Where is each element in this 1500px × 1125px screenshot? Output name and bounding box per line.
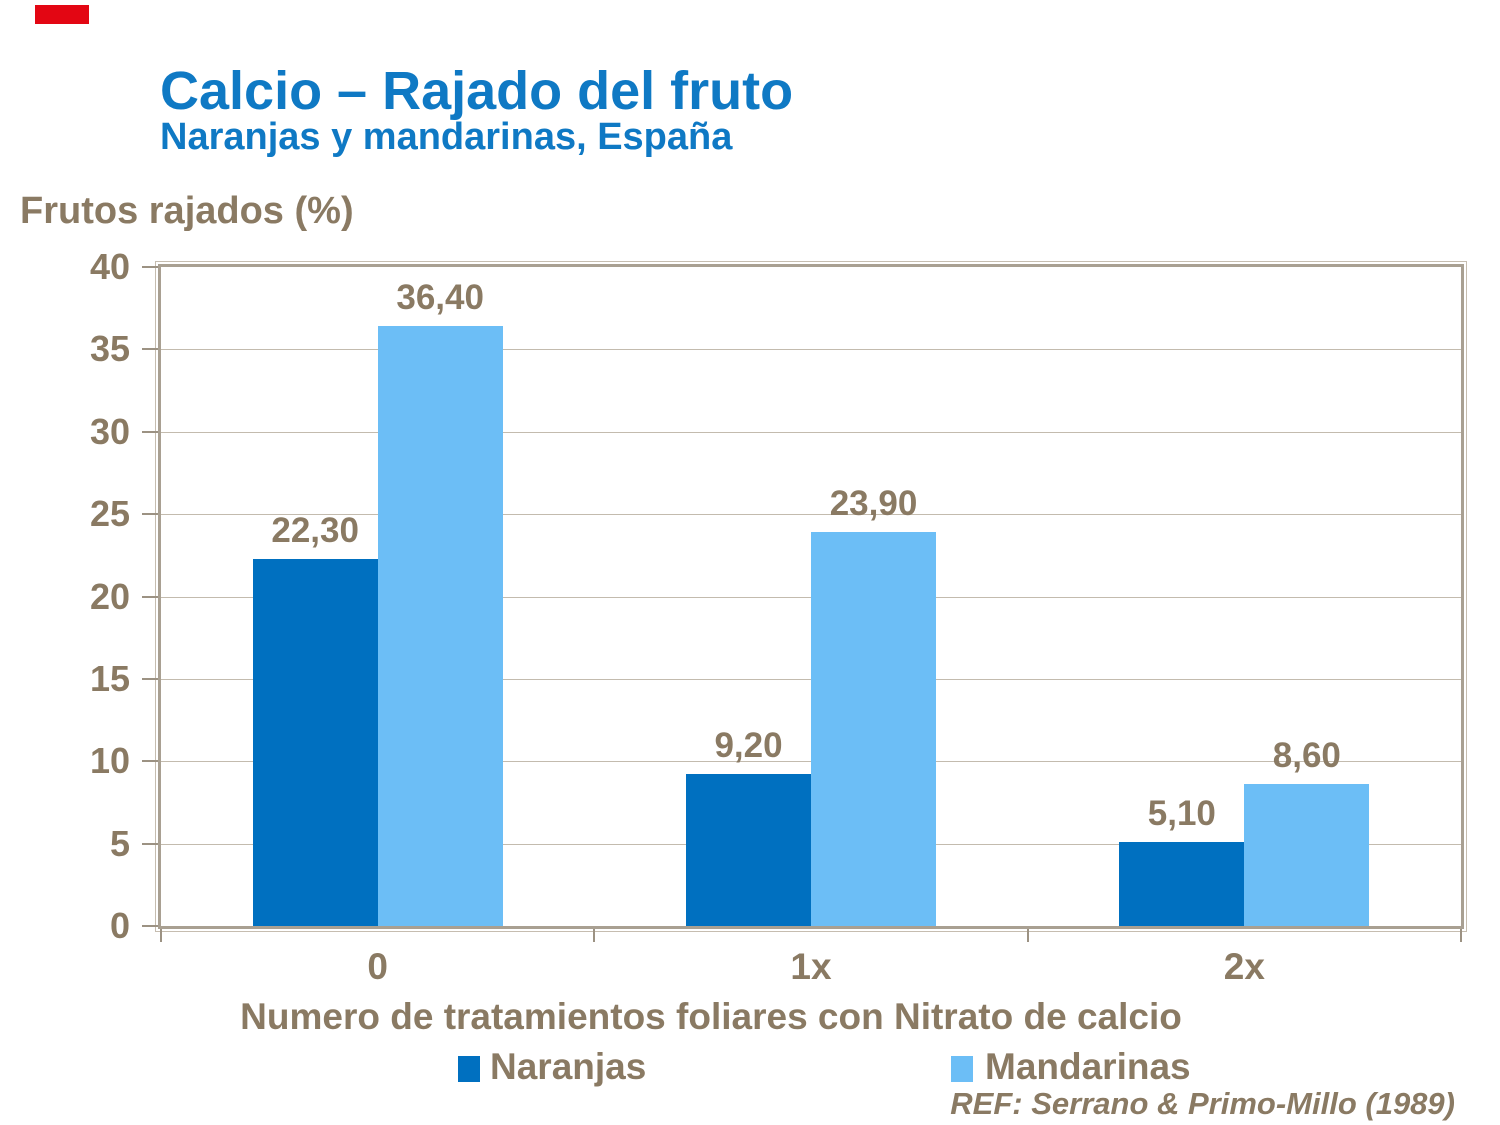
y-tick-label: 5 — [109, 822, 130, 864]
x-axis-tick — [593, 929, 596, 942]
legend-label-mandarinas: Mandarinas — [985, 1046, 1191, 1087]
legend-label-naranjas: Naranjas — [490, 1046, 647, 1087]
x-category-label: 0 — [367, 946, 388, 987]
value-label: 22,30 — [271, 510, 359, 550]
y-axis-tick — [142, 595, 158, 598]
slide-subtitle: Naranjas y mandarinas, España — [160, 116, 733, 158]
y-tick-label: 10 — [89, 740, 130, 782]
x-axis-tick — [160, 929, 162, 942]
slide-title: Calcio – Rajado del fruto — [160, 61, 794, 121]
y-tick-label: 15 — [89, 657, 130, 699]
y-tick-label: 40 — [89, 246, 130, 287]
value-label: 23,90 — [829, 484, 918, 524]
y-tick-label: 25 — [89, 493, 130, 535]
y-axis-tick — [142, 513, 158, 516]
x-category-label: 2x — [1223, 946, 1265, 987]
x-category-label: 1x — [790, 946, 832, 987]
y-tick-label: 20 — [89, 575, 130, 617]
bar-naranjas-1x — [686, 774, 811, 926]
reference-citation: REF: Serrano & Primo-Millo (1989) — [950, 1086, 1455, 1121]
gridline — [161, 349, 1461, 351]
value-label: 9,20 — [714, 726, 783, 766]
value-label: 5,10 — [1147, 793, 1216, 833]
y-axis-tick — [142, 348, 158, 351]
gridline — [161, 431, 1461, 433]
legend-swatch-mandarinas — [951, 1056, 973, 1082]
y-tick-label: 30 — [89, 410, 130, 452]
bar-mandarinas-1x — [811, 532, 936, 926]
x-axis-title: Numero de tratamientos foliares con Nitr… — [240, 996, 1182, 1037]
y-axis-tick — [142, 760, 158, 763]
bar-naranjas-2x — [1119, 841, 1245, 926]
value-label: 36,40 — [396, 278, 484, 318]
bar-mandarinas-0 — [377, 326, 503, 926]
x-axis-tick — [1460, 929, 1462, 942]
legend-swatch-naranjas — [458, 1056, 480, 1082]
y-axis-title: Frutos rajados (%) — [20, 190, 354, 232]
bar-mandarinas-2x — [1244, 784, 1370, 926]
value-label: 8,60 — [1272, 736, 1341, 776]
gridline — [161, 514, 1461, 516]
x-axis-tick — [1026, 929, 1029, 942]
plot-area: 22,30 36,40 9,20 23,90 5,10 8,60 — [155, 261, 1467, 932]
y-tick-label: 35 — [89, 328, 130, 370]
y-axis-tick — [142, 925, 158, 927]
bar-naranjas-0 — [252, 558, 378, 926]
y-axis-tick — [142, 677, 158, 680]
red-corner-marker — [35, 5, 89, 24]
y-axis-tick — [142, 842, 158, 845]
y-tick-label: 0 — [109, 905, 130, 946]
y-axis-tick — [142, 266, 158, 268]
y-axis-tick — [142, 430, 158, 433]
